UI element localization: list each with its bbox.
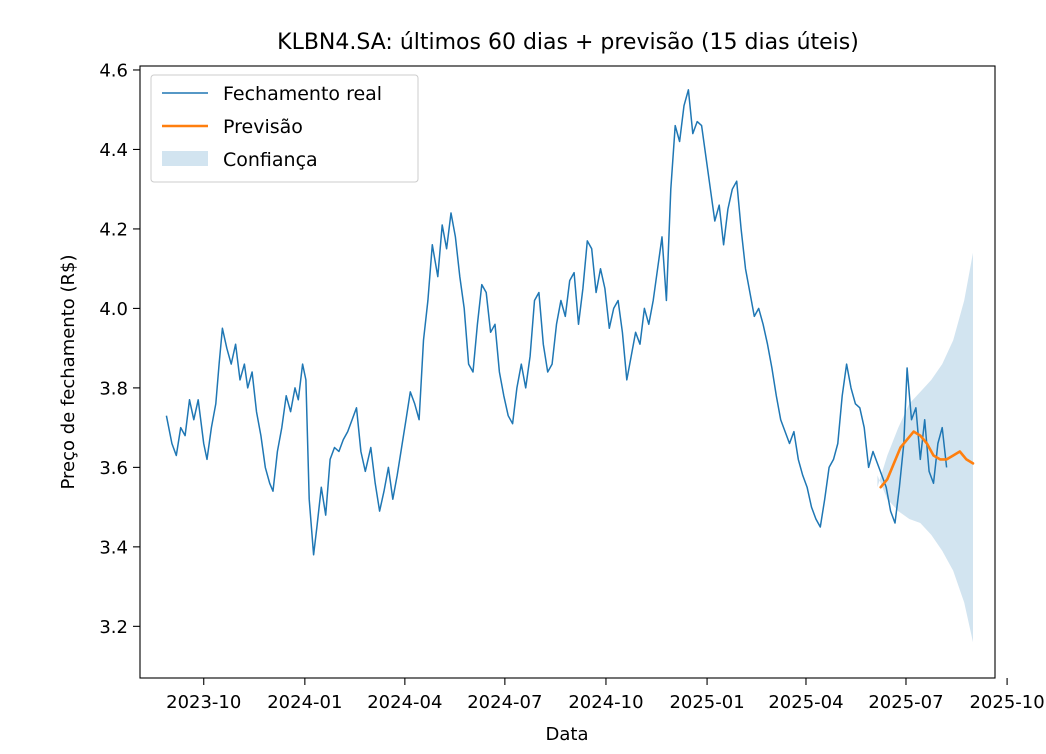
x-tick-label: 2025-10 bbox=[969, 692, 1044, 713]
y-tick-label: 3.2 bbox=[99, 617, 128, 638]
y-axis-label: Preço de fechamento (R$) bbox=[58, 254, 79, 489]
x-axis-label: Data bbox=[546, 724, 589, 745]
x-tick-label: 2024-01 bbox=[267, 692, 342, 713]
x-tick-label: 2025-07 bbox=[868, 692, 943, 713]
chart-title: KLBN4.SA: últimos 60 dias + previsão (15… bbox=[277, 30, 859, 55]
legend-label-confianca: Confiança bbox=[223, 149, 318, 171]
y-tick-label: 3.8 bbox=[99, 378, 128, 399]
plot-area bbox=[165, 89, 975, 643]
y-tick-label: 4.6 bbox=[99, 60, 128, 81]
y-tick-label: 4.4 bbox=[99, 140, 128, 161]
y-tick-label: 4.0 bbox=[99, 299, 128, 320]
x-tick-label: 2024-04 bbox=[367, 692, 442, 713]
plot-frame bbox=[139, 65, 996, 679]
legend-frame bbox=[150, 74, 419, 183]
y-axis-ticks: 3.2 3.4 3.6 3.8 4.0 4.2 4.4 4.6 bbox=[99, 60, 140, 638]
x-tick-label: 2025-04 bbox=[768, 692, 843, 713]
legend-label-previsao: Previsão bbox=[223, 116, 303, 138]
confidence-band bbox=[877, 252, 973, 643]
y-tick-label: 3.6 bbox=[99, 458, 128, 479]
x-tick-label: 2024-10 bbox=[568, 692, 643, 713]
y-tick-label: 3.4 bbox=[99, 537, 128, 558]
x-tick-label: 2025-01 bbox=[669, 692, 744, 713]
legend-swatch-confianca bbox=[162, 151, 208, 166]
x-tick-label: 2023-10 bbox=[166, 692, 241, 713]
y-tick-label: 4.2 bbox=[99, 219, 128, 240]
x-tick-label: 2024-07 bbox=[467, 692, 542, 713]
x-axis-ticks: 2023-10 2024-01 2024-04 2024-07 2024-10 2025-… bbox=[166, 678, 1045, 713]
series-line-fechamento-real bbox=[165, 89, 948, 556]
legend-label-fechamento-real: Fechamento real bbox=[223, 83, 382, 105]
series-line-previsao bbox=[879, 430, 975, 489]
legend: Fechamento real Previsão Confiança bbox=[150, 74, 419, 183]
